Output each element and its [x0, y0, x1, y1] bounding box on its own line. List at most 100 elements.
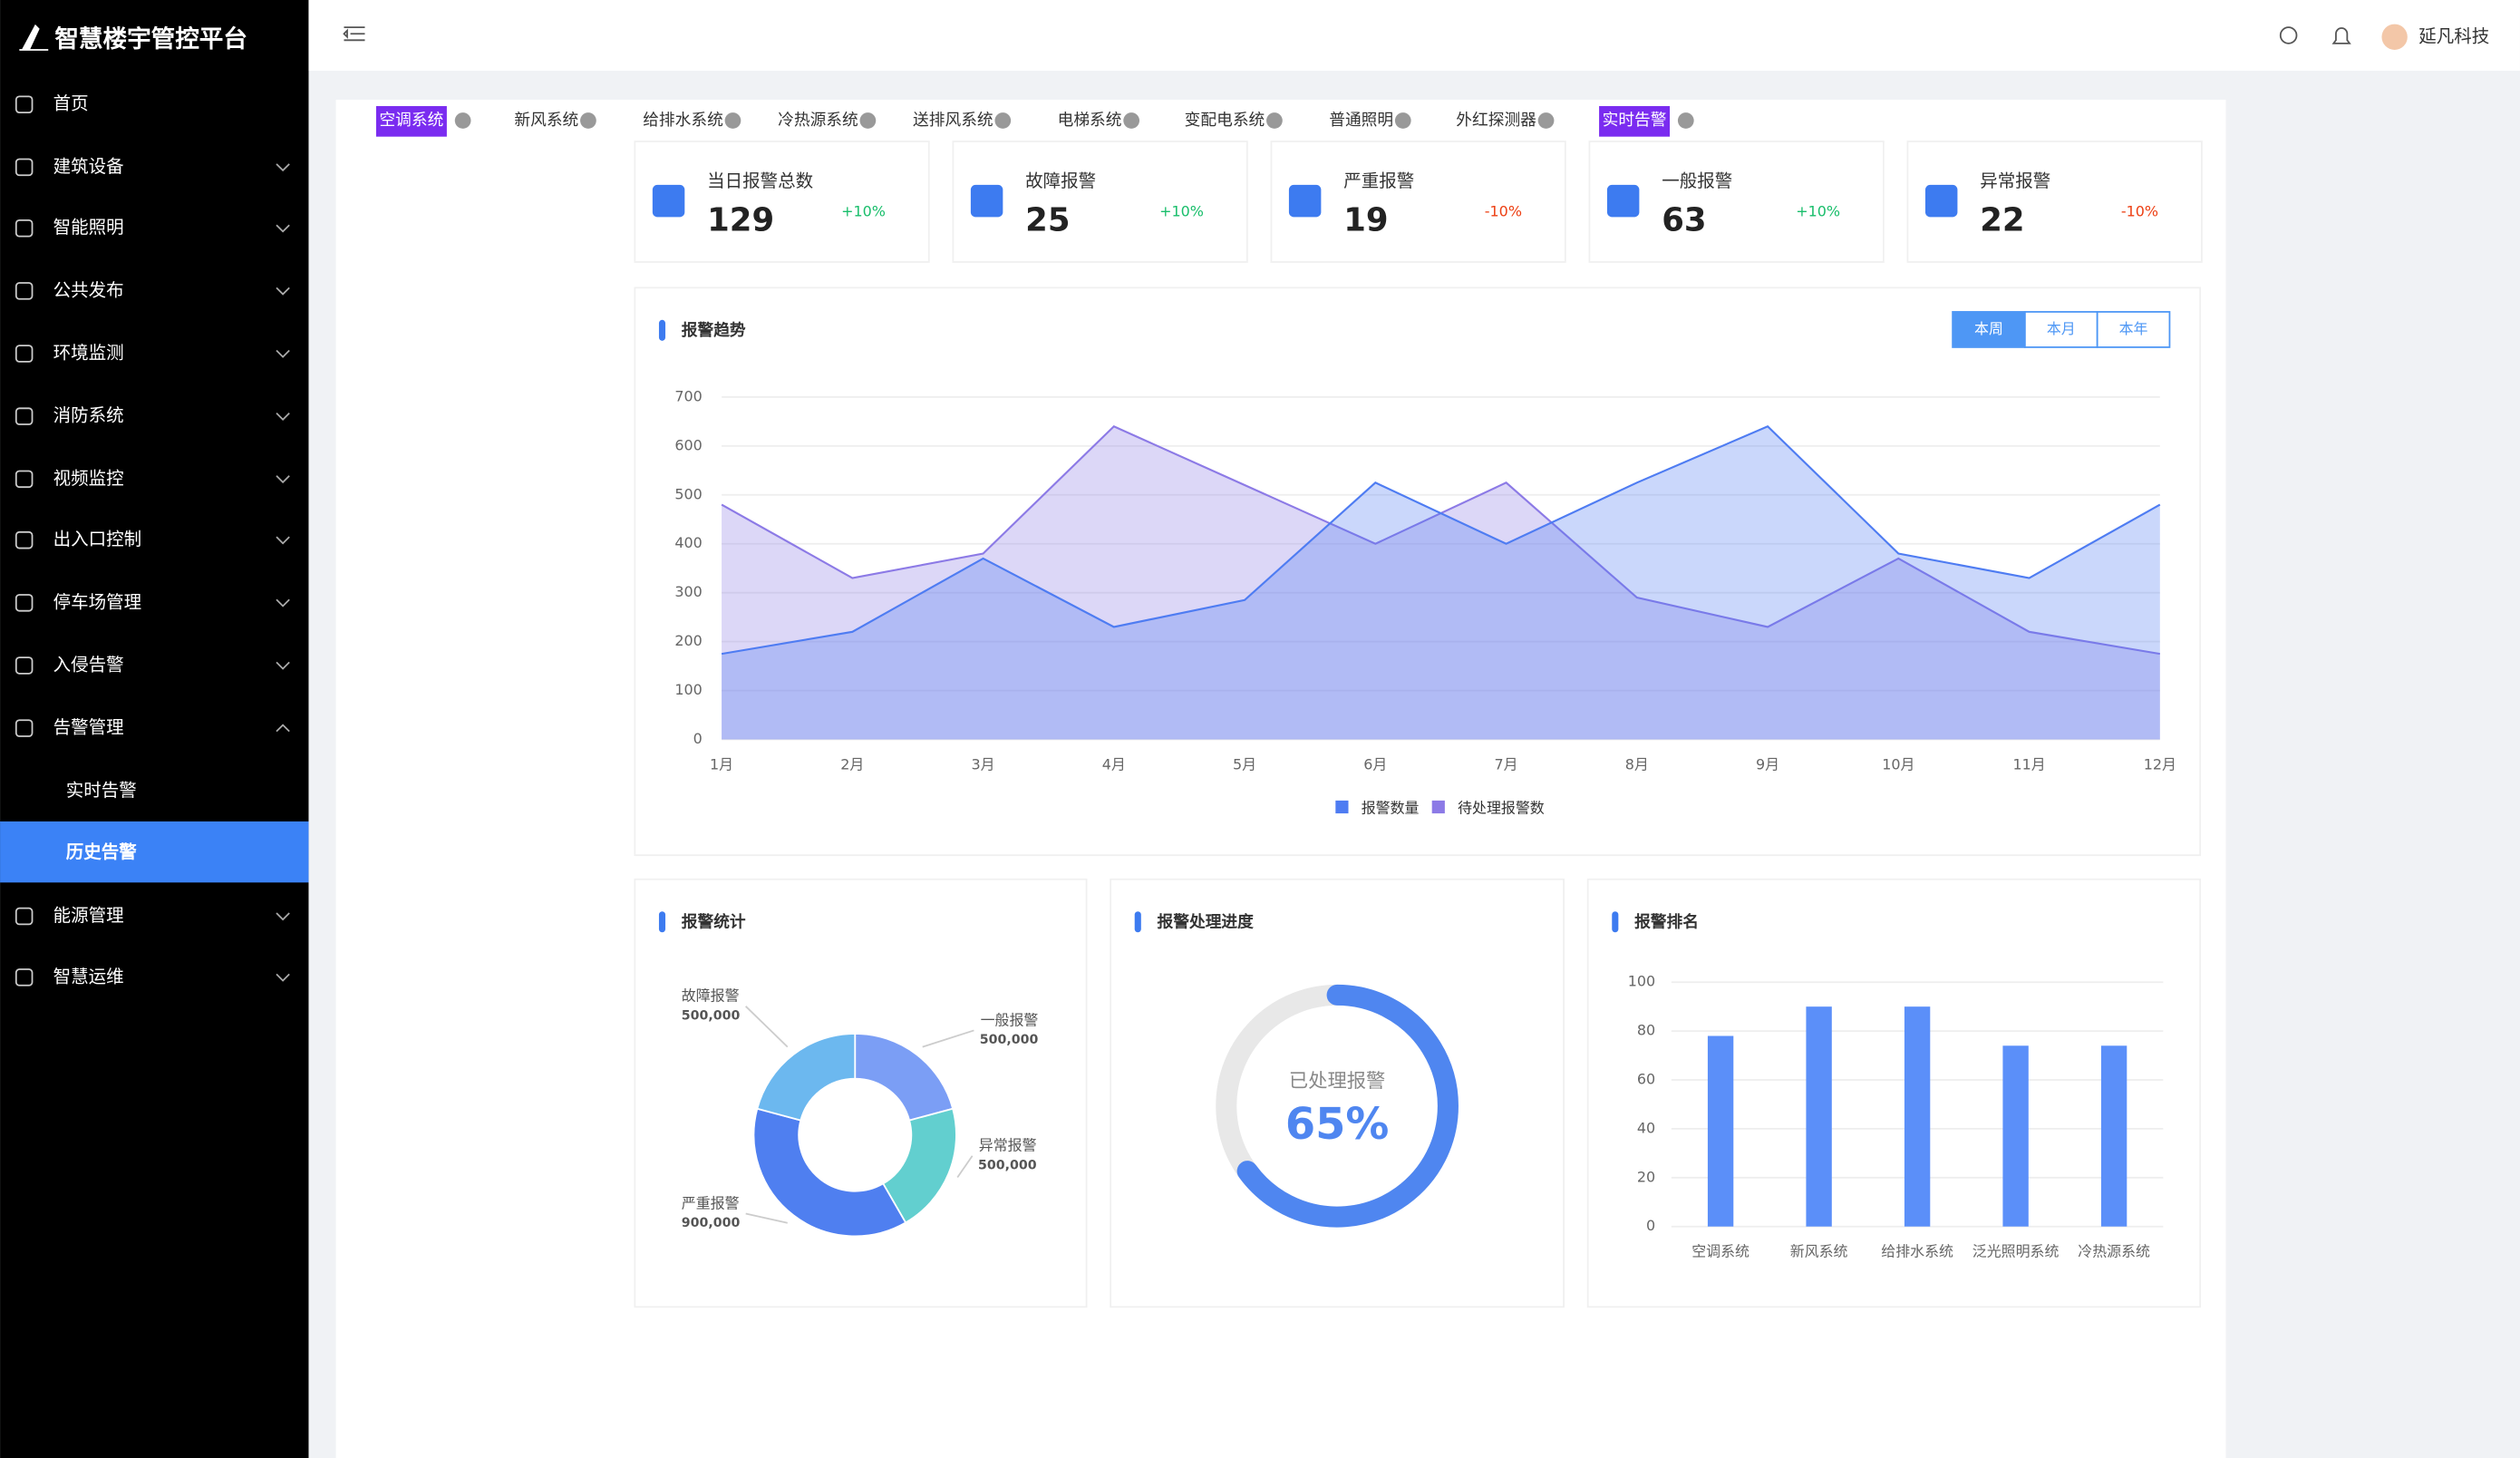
active-menu-bg: [0, 821, 309, 883]
menu-item[interactable]: 出入口控制: [53, 529, 142, 549]
menu-item[interactable]: 告警管理: [53, 717, 124, 738]
avatar[interactable]: [2381, 24, 2408, 50]
tab[interactable]: 冷热源系统: [778, 111, 858, 130]
tab[interactable]: 给排水系统: [643, 111, 723, 130]
y-tick-label: 60: [1637, 1071, 1655, 1088]
user-name[interactable]: 延凡科技: [2418, 25, 2489, 46]
pie-leader: [956, 1155, 974, 1178]
period-button[interactable]: [1952, 311, 2026, 348]
stat-value: 63: [1662, 202, 1706, 239]
y-tick-label: 80: [1637, 1022, 1655, 1039]
menu-item[interactable]: 消防系统: [53, 405, 124, 426]
menu-item[interactable]: 智能照明: [53, 217, 124, 238]
bell-icon[interactable]: [2331, 27, 2351, 44]
top-bar: [308, 0, 2520, 72]
tab-close[interactable]: [724, 112, 741, 129]
y-tick-label: 400: [674, 534, 702, 551]
stat-change: +10%: [1796, 203, 1840, 220]
x-tick-label: 11月: [2012, 755, 2045, 773]
legend-swatch: [1431, 800, 1445, 814]
tab-close[interactable]: [1537, 112, 1555, 129]
tab-close[interactable]: [994, 112, 1012, 129]
stat-value: 129: [707, 202, 774, 239]
menu-item[interactable]: 公共发布: [53, 279, 124, 300]
menu-item[interactable]: 视频监控: [53, 468, 124, 489]
tab-close[interactable]: [580, 112, 596, 129]
menu-icon: [15, 345, 34, 363]
tab-close[interactable]: [1123, 112, 1140, 129]
bar: [1904, 1006, 1931, 1227]
y-tick-label: 40: [1637, 1119, 1655, 1136]
menu-icon: [15, 907, 34, 926]
submenu-item[interactable]: 实时告警: [66, 780, 137, 801]
card-title-mark: [1134, 911, 1141, 933]
menu-item[interactable]: 环境监测: [53, 343, 124, 364]
tab[interactable]: 新风系统: [514, 111, 578, 130]
card: [1110, 878, 1565, 1308]
y-tick-label: 100: [674, 681, 702, 698]
menu-item[interactable]: 停车场管理: [53, 591, 142, 612]
menu-icon: [15, 719, 34, 737]
card: [1586, 878, 2202, 1308]
tab-close[interactable]: [1266, 112, 1283, 129]
x-tick-label: 6月: [1363, 755, 1387, 773]
pie-leader: [745, 1006, 789, 1048]
stat-change: +10%: [1159, 203, 1204, 220]
x-tick-label: 给排水系统: [1881, 1243, 1953, 1260]
y-tick-label: 600: [674, 436, 702, 453]
tab[interactable]: 实时告警: [1603, 111, 1667, 130]
tab[interactable]: 电梯系统: [1058, 111, 1122, 130]
tab[interactable]: 普通照明: [1329, 111, 1393, 130]
area: [722, 426, 2160, 740]
x-tick-label: 10月: [1882, 755, 1914, 773]
menu-arrow: [276, 163, 290, 172]
sidebar: [0, 0, 309, 1458]
card-title-mark: [658, 911, 666, 933]
card-title: 报警统计: [682, 912, 746, 932]
menu-item[interactable]: 能源管理: [53, 905, 124, 926]
y-tick-label: 500: [674, 485, 702, 502]
pie-label: 严重报警: [682, 1194, 740, 1211]
tab-close[interactable]: [1394, 112, 1411, 129]
bar: [1707, 1035, 1734, 1227]
pie-leader: [745, 1212, 788, 1224]
stat-icon: [970, 184, 1003, 218]
menu-item[interactable]: 智慧运维: [53, 966, 124, 987]
tab[interactable]: 送排风系统: [913, 111, 993, 130]
stat-icon: [1606, 184, 1640, 218]
tab[interactable]: 变配电系统: [1185, 111, 1265, 130]
menu-icon: [15, 470, 34, 489]
search-icon[interactable]: [2279, 26, 2298, 44]
y-tick-label: 20: [1637, 1168, 1655, 1185]
stat-icon: [1288, 184, 1322, 218]
pie-label: 故障报警: [682, 987, 740, 1005]
pie-value-label: 500,000: [980, 1033, 1039, 1047]
menu-item[interactable]: 首页: [53, 93, 89, 114]
tab[interactable]: 空调系统: [379, 111, 443, 130]
menu-item[interactable]: 入侵告警: [53, 654, 124, 675]
pie-leader: [922, 1029, 974, 1048]
tab-close[interactable]: [1677, 112, 1694, 129]
stat-label: 严重报警: [1343, 170, 1414, 191]
legend-label: 报警数量: [1362, 799, 1420, 816]
legend-label: 待处理报警数: [1458, 799, 1545, 816]
period-label[interactable]: 本月: [2047, 320, 2076, 337]
gauge-value: 65%: [1285, 1100, 1390, 1150]
period-label[interactable]: 本周: [1974, 320, 2003, 337]
tab[interactable]: 外红探测器: [1456, 111, 1536, 130]
menu-icon: [15, 95, 34, 113]
tab-highlight: [1599, 106, 1671, 137]
bar: [2002, 1045, 2029, 1227]
menu-icon: [15, 594, 34, 612]
card-title: 报警排名: [1634, 912, 1699, 932]
tab-close[interactable]: [454, 112, 471, 129]
period-button[interactable]: [2096, 311, 2171, 348]
x-tick-label: 12月: [2144, 755, 2176, 773]
tab-close[interactable]: [859, 112, 877, 129]
period-label[interactable]: 本年: [2119, 320, 2148, 337]
menu-item[interactable]: 建筑设备: [53, 156, 124, 177]
x-tick-label: 空调系统: [1691, 1243, 1749, 1260]
submenu-item[interactable]: 历史告警: [66, 841, 138, 862]
period-button[interactable]: [2024, 311, 2098, 348]
menu-toggle[interactable]: [343, 26, 365, 42]
